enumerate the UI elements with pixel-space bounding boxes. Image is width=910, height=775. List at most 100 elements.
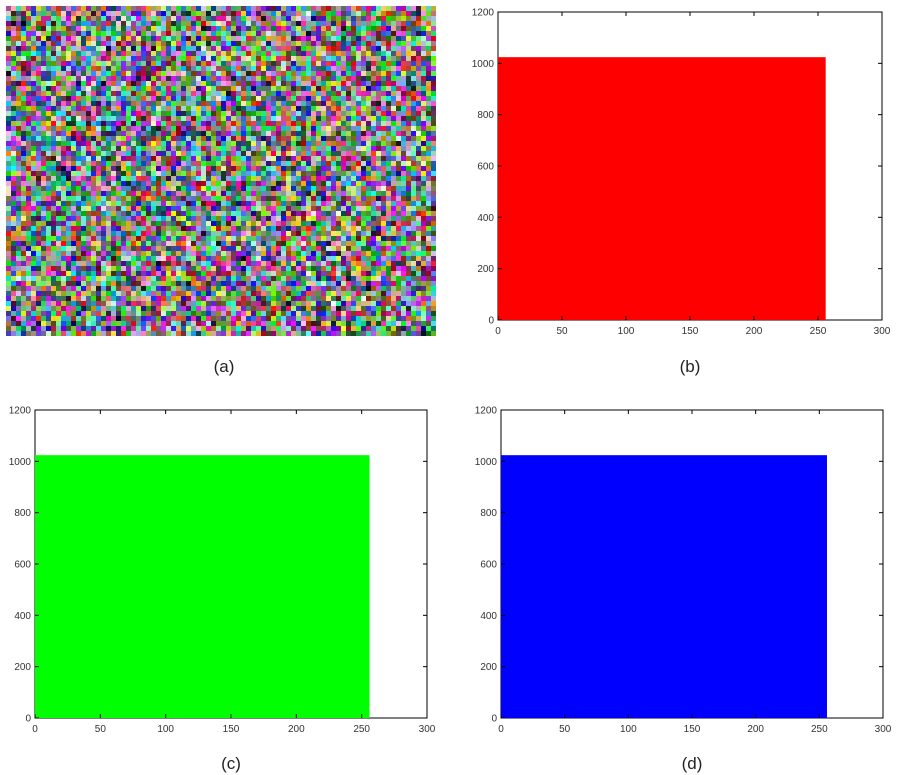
noise-pixel: [11, 51, 16, 56]
noise-pixel: [381, 291, 386, 296]
noise-pixel: [256, 276, 261, 281]
noise-pixel: [41, 111, 46, 116]
noise-pixel: [186, 261, 191, 266]
noise-pixel: [196, 271, 201, 276]
noise-pixel: [81, 81, 86, 86]
noise-pixel: [371, 226, 376, 231]
noise-pixel: [366, 271, 371, 276]
noise-pixel: [311, 116, 316, 121]
noise-pixel: [286, 66, 291, 71]
noise-pixel: [361, 126, 366, 131]
noise-pixel: [16, 186, 21, 191]
noise-pixel: [11, 146, 16, 151]
noise-pixel: [406, 176, 411, 181]
noise-pixel: [106, 36, 111, 41]
noise-pixel: [281, 291, 286, 296]
noise-pixel: [301, 36, 306, 41]
noise-pixel: [121, 181, 126, 186]
noise-pixel: [141, 91, 146, 96]
noise-pixel: [26, 61, 31, 66]
noise-pixel: [331, 101, 336, 106]
noise-pixel: [231, 51, 236, 56]
noise-pixel: [51, 96, 56, 101]
noise-pixel: [331, 226, 336, 231]
noise-pixel: [426, 261, 431, 266]
noise-pixel: [351, 71, 356, 76]
noise-pixel: [336, 106, 341, 111]
noise-pixel: [221, 151, 226, 156]
noise-pixel: [411, 146, 416, 151]
noise-pixel: [176, 96, 181, 101]
noise-pixel: [31, 156, 36, 161]
noise-pixel: [391, 51, 396, 56]
noise-pixel: [411, 116, 416, 121]
noise-pixel: [421, 111, 426, 116]
noise-pixel: [431, 71, 436, 76]
noise-pixel: [151, 111, 156, 116]
noise-pixel: [406, 66, 411, 71]
noise-pixel: [141, 116, 146, 121]
noise-pixel: [361, 66, 366, 71]
noise-pixel: [101, 186, 106, 191]
noise-pixel: [31, 266, 36, 271]
noise-pixel: [366, 6, 371, 11]
noise-pixel: [76, 251, 81, 256]
noise-pixel: [186, 51, 191, 56]
noise-pixel: [326, 191, 331, 196]
noise-pixel: [51, 206, 56, 211]
noise-pixel: [21, 81, 26, 86]
noise-pixel: [201, 26, 206, 31]
noise-pixel: [381, 181, 386, 186]
noise-pixel: [81, 286, 86, 291]
noise-pixel: [291, 121, 296, 126]
noise-pixel: [416, 106, 421, 111]
noise-pixel: [166, 111, 171, 116]
noise-pixel: [386, 26, 391, 31]
noise-pixel: [106, 136, 111, 141]
noise-pixel: [191, 36, 196, 41]
noise-pixel: [206, 81, 211, 86]
noise-pixel: [86, 216, 91, 221]
noise-pixel: [396, 151, 401, 156]
noise-pixel: [391, 81, 396, 86]
noise-pixel: [146, 236, 151, 241]
noise-pixel: [351, 191, 356, 196]
noise-pixel: [86, 91, 91, 96]
noise-pixel: [51, 91, 56, 96]
noise-pixel: [346, 26, 351, 31]
noise-pixel: [31, 96, 36, 101]
noise-pixel: [51, 21, 56, 26]
noise-pixel: [236, 101, 241, 106]
noise-pixel: [306, 236, 311, 241]
noise-pixel: [336, 111, 341, 116]
noise-pixel: [316, 151, 321, 156]
noise-pixel: [66, 181, 71, 186]
noise-pixel: [146, 111, 151, 116]
noise-pixel: [406, 191, 411, 196]
noise-pixel: [401, 166, 406, 171]
noise-pixel: [166, 141, 171, 146]
noise-pixel: [271, 256, 276, 261]
noise-pixel: [401, 231, 406, 236]
noise-pixel: [166, 96, 171, 101]
noise-pixel: [231, 226, 236, 231]
noise-pixel: [281, 246, 286, 251]
noise-pixel: [321, 6, 326, 11]
noise-pixel: [121, 241, 126, 246]
noise-pixel: [331, 126, 336, 131]
noise-pixel: [281, 96, 286, 101]
noise-pixel: [126, 256, 131, 261]
noise-pixel: [421, 206, 426, 211]
noise-pixel: [391, 56, 396, 61]
noise-pixel: [406, 36, 411, 41]
noise-pixel: [211, 291, 216, 296]
noise-pixel: [196, 241, 201, 246]
noise-pixel: [71, 166, 76, 171]
noise-pixel: [246, 246, 251, 251]
noise-pixel: [196, 196, 201, 201]
noise-pixel: [101, 146, 106, 151]
noise-pixel: [426, 206, 431, 211]
noise-pixel: [56, 11, 61, 16]
noise-pixel: [256, 181, 261, 186]
noise-pixel: [36, 276, 41, 281]
